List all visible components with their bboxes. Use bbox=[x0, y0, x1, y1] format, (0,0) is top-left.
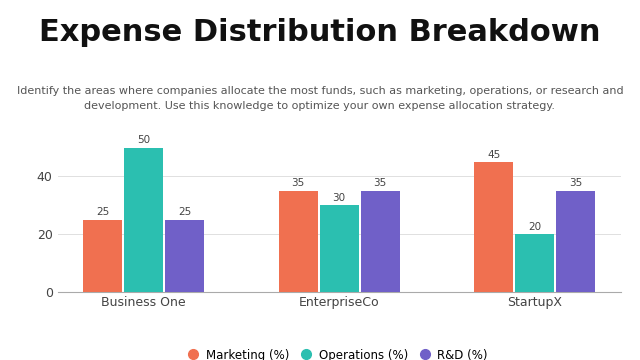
Bar bbox=[278, 191, 317, 292]
Bar bbox=[83, 220, 122, 292]
Text: Expense Distribution Breakdown: Expense Distribution Breakdown bbox=[39, 18, 601, 47]
Text: 45: 45 bbox=[487, 150, 500, 160]
Text: 35: 35 bbox=[374, 179, 387, 189]
Text: Identify the areas where companies allocate the most funds, such as marketing, o: Identify the areas where companies alloc… bbox=[17, 86, 623, 111]
Text: 35: 35 bbox=[292, 179, 305, 189]
Bar bbox=[474, 162, 513, 292]
Bar bbox=[124, 148, 163, 292]
Bar bbox=[361, 191, 400, 292]
Bar bbox=[319, 205, 359, 292]
Bar bbox=[165, 220, 204, 292]
Text: 35: 35 bbox=[569, 179, 582, 189]
Text: 20: 20 bbox=[528, 222, 541, 232]
Text: 30: 30 bbox=[333, 193, 346, 203]
Text: 25: 25 bbox=[96, 207, 109, 217]
Legend: Marketing (%), Operations (%), R&D (%): Marketing (%), Operations (%), R&D (%) bbox=[187, 345, 492, 360]
Bar bbox=[556, 191, 595, 292]
Text: 25: 25 bbox=[178, 207, 191, 217]
Text: 50: 50 bbox=[137, 135, 150, 145]
Bar bbox=[515, 234, 554, 292]
